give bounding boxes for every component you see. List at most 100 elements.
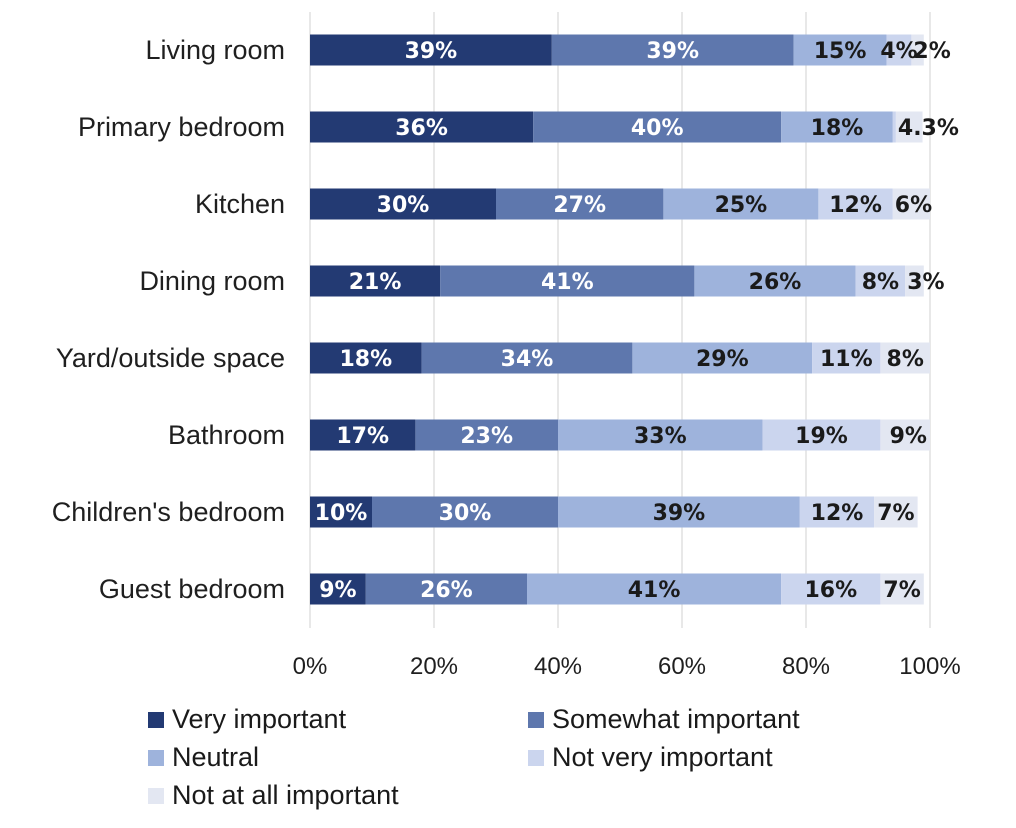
x-tick-label: 60% [658, 653, 706, 680]
data-label: 39% [405, 39, 458, 64]
data-label: 39% [646, 39, 699, 64]
category-label: Guest bedroom [99, 574, 285, 604]
legend-item: Somewhat important [528, 704, 800, 735]
bar-segment [812, 342, 881, 374]
data-label: 26% [749, 270, 802, 295]
bar-segment [421, 342, 633, 374]
x-tick-label: 100% [899, 653, 960, 680]
data-label: 26% [420, 578, 473, 603]
bar-segment [310, 496, 372, 528]
bar-segment [310, 419, 416, 451]
data-label: 6% [895, 193, 932, 218]
bar-segment [781, 111, 893, 143]
data-label: 39% [653, 501, 706, 526]
bar-segment [632, 342, 813, 374]
legend-label: Somewhat important [552, 704, 800, 734]
bar-segment [793, 34, 887, 66]
data-label: 23% [460, 424, 513, 449]
legend-swatch [148, 787, 164, 804]
legend-item: Neutral [148, 742, 259, 773]
bar-segment [781, 573, 881, 605]
bar-segment [310, 188, 496, 220]
bar-segment [911, 34, 924, 66]
data-label: 2% [913, 39, 950, 64]
x-tick-label: 0% [293, 653, 328, 680]
bar-segment [372, 496, 558, 528]
data-label: 34% [501, 347, 554, 372]
data-label: 4% [880, 39, 917, 64]
bar-segment [880, 342, 930, 374]
data-label: 30% [439, 501, 492, 526]
bar-segment [496, 188, 664, 220]
data-label: 15% [814, 39, 867, 64]
legend-item: Not at all important [148, 780, 399, 811]
legend-label: Not very important [552, 742, 773, 772]
legend-label: Not at all important [172, 780, 399, 810]
bar-segment [365, 573, 527, 605]
bar-segment [558, 419, 763, 451]
bar-segment [533, 111, 782, 143]
data-label: 3% [907, 270, 944, 295]
bar-segment [310, 342, 422, 374]
data-label: 7% [877, 501, 914, 526]
bar-segment [892, 111, 896, 143]
legend-swatch [528, 749, 544, 766]
data-label: 7% [883, 578, 920, 603]
bar-segment [310, 111, 534, 143]
data-label: 21% [349, 270, 402, 295]
data-label: 10% [315, 501, 368, 526]
data-label: 8% [862, 270, 899, 295]
legend-label: Neutral [172, 742, 260, 772]
data-label: 18% [339, 347, 392, 372]
data-label: 8% [887, 347, 924, 372]
data-label: 12% [811, 501, 864, 526]
data-label: 11% [820, 347, 873, 372]
legend-swatch [148, 711, 164, 728]
data-label: 12% [829, 193, 882, 218]
bar-segment [799, 496, 875, 528]
data-label: 36% [395, 116, 448, 141]
bar-segment [415, 419, 558, 451]
data-label: 4.3% [898, 116, 959, 141]
x-tick-label: 40% [534, 653, 582, 680]
bar-segment [895, 111, 923, 143]
legend-item: Very important [148, 704, 346, 735]
data-label: 9% [890, 424, 927, 449]
category-label: Dining room [139, 266, 285, 296]
legend-swatch [528, 711, 544, 728]
legend-item: Not very important [528, 742, 773, 773]
category-label: Living room [145, 35, 285, 65]
data-label: 33% [634, 424, 687, 449]
bar-segment [886, 34, 912, 66]
bar-segment [880, 573, 924, 605]
category-label: Bathroom [168, 420, 285, 450]
category-label: Children's bedroom [52, 497, 285, 527]
legend-swatch [148, 749, 164, 766]
bar-segment [762, 419, 881, 451]
bar-segment [310, 34, 552, 66]
bar-segment [855, 265, 906, 297]
category-label: Yard/outside space [56, 343, 285, 373]
bar-segment [551, 34, 794, 66]
data-label: 16% [804, 578, 857, 603]
bar-segment [694, 265, 856, 297]
data-label: 17% [336, 424, 389, 449]
stacked-bar-chart: 0% 20% 40% 60% 80% 100% Living room 39% 39% 15% 4%… [52, 12, 961, 680]
legend-label: Very important [172, 704, 347, 734]
bar-segment [892, 188, 930, 220]
bar-segment [310, 573, 366, 605]
data-label: 25% [715, 193, 768, 218]
bar-segment [663, 188, 819, 220]
x-tick-label: 80% [782, 653, 830, 680]
bar-segment [310, 265, 441, 297]
x-tick-label: 20% [410, 653, 458, 680]
bar-segment [440, 265, 695, 297]
bar-segment [527, 573, 782, 605]
category-label: Primary bedroom [78, 112, 285, 142]
category-label: Kitchen [195, 189, 285, 219]
bar-segment [905, 265, 924, 297]
data-label: 30% [377, 193, 430, 218]
bar-segment [558, 496, 800, 528]
data-label: 41% [628, 578, 681, 603]
data-label: 18% [811, 116, 864, 141]
